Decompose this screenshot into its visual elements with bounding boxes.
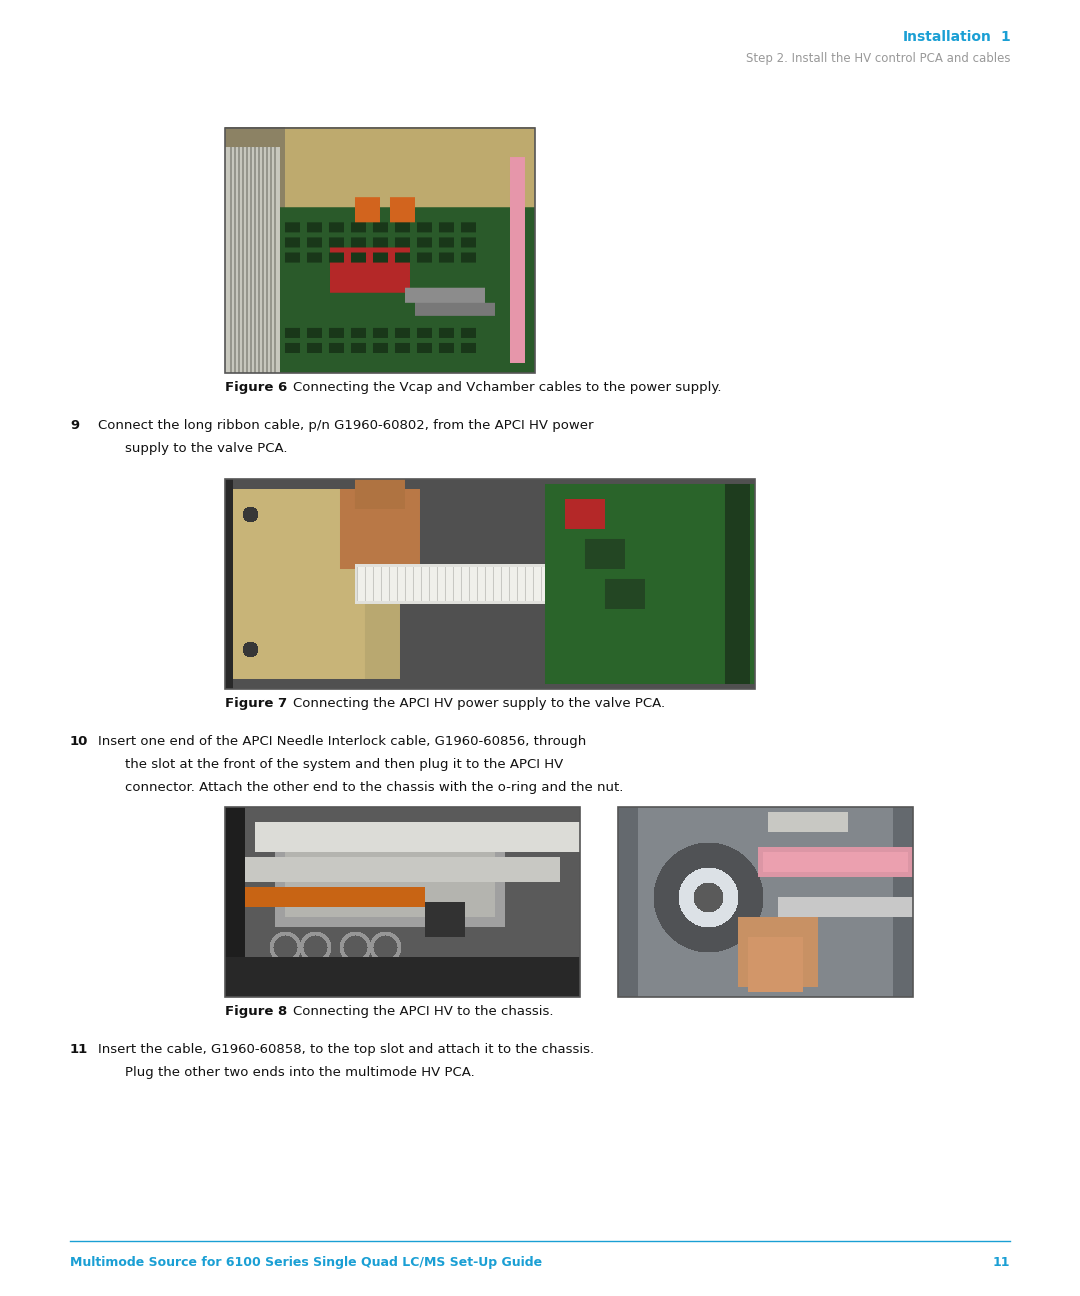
Text: 1: 1 [1000, 30, 1010, 44]
Text: connector. Attach the other end to the chassis with the o-ring and the nut.: connector. Attach the other end to the c… [125, 781, 623, 794]
Text: the slot at the front of the system and then plug it to the APCI HV: the slot at the front of the system and … [125, 758, 564, 771]
Text: 11: 11 [70, 1043, 89, 1056]
Text: 9: 9 [70, 419, 79, 432]
Bar [225, 128, 535, 373]
Text: 11: 11 [993, 1256, 1010, 1269]
Text: Connecting the Vcap and Vchamber cables to the power supply.: Connecting the Vcap and Vchamber cables … [293, 381, 721, 394]
Text: Step 2. Install the HV control PCA and cables: Step 2. Install the HV control PCA and c… [745, 52, 1010, 65]
Text: Connect the long ribbon cable, p/n G1960-60802, from the APCI HV power: Connect the long ribbon cable, p/n G1960… [98, 419, 594, 432]
Text: 10: 10 [70, 735, 89, 748]
Text: Connecting the APCI HV power supply to the valve PCA.: Connecting the APCI HV power supply to t… [293, 697, 665, 710]
Text: Connecting the APCI HV to the chassis.: Connecting the APCI HV to the chassis. [293, 1004, 554, 1017]
Text: Installation: Installation [903, 30, 993, 44]
Text: Figure 6: Figure 6 [225, 381, 287, 394]
Text: Plug the other two ends into the multimode HV PCA.: Plug the other two ends into the multimo… [125, 1067, 475, 1080]
Text: Multimode Source for 6100 Series Single Quad LC/MS Set-Up Guide: Multimode Source for 6100 Series Single … [70, 1256, 542, 1269]
Text: Insert one end of the APCI Needle Interlock cable, G1960-60856, through: Insert one end of the APCI Needle Interl… [98, 735, 586, 748]
Bar [618, 807, 913, 997]
Text: Figure 7: Figure 7 [225, 697, 287, 710]
Bar [225, 480, 755, 689]
Bar [225, 807, 580, 997]
Text: Figure 8: Figure 8 [225, 1004, 287, 1017]
Text: Insert the cable, G1960-60858, to the top slot and attach it to the chassis.: Insert the cable, G1960-60858, to the to… [98, 1043, 594, 1056]
Text: supply to the valve PCA.: supply to the valve PCA. [125, 442, 287, 455]
